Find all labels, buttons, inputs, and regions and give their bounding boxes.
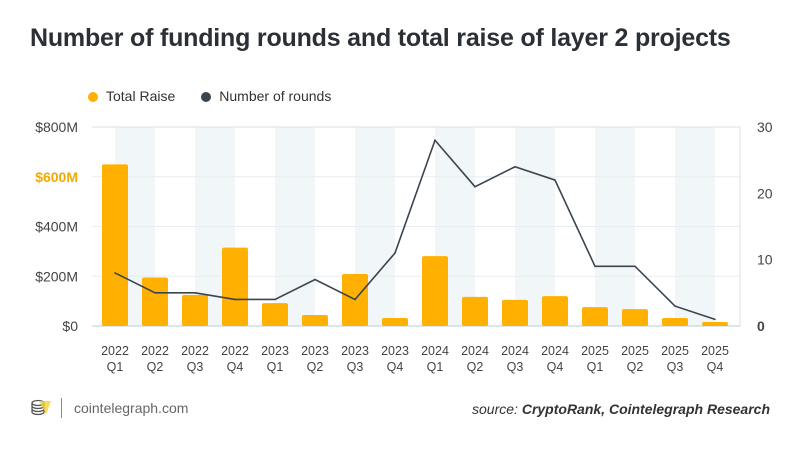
x-tick-label-quarter: Q4 (387, 360, 404, 374)
legend-swatch-rounds (201, 92, 212, 102)
x-tick-label-year: 2022 (221, 344, 249, 358)
x-tick-label-year: 2025 (661, 344, 689, 358)
left-axis-tick-label: $0 (62, 318, 78, 334)
point-number-of-rounds (434, 139, 436, 142)
point-number-of-rounds (634, 265, 636, 268)
point-number-of-rounds (594, 265, 596, 268)
point-number-of-rounds (354, 298, 356, 301)
bar-total-raise (102, 164, 128, 326)
x-tick-label-quarter: Q2 (467, 360, 484, 374)
source-note: source: CryptoRank, Cointelegraph Resear… (472, 401, 770, 417)
footer-divider (61, 398, 62, 418)
x-tick-label-quarter: Q3 (347, 360, 364, 374)
x-tick-label-year: 2024 (421, 344, 449, 358)
x-tick-label-year: 2022 (181, 344, 209, 358)
left-axis-tick-label: $800M (35, 119, 78, 135)
source-names: CryptoRank, Cointelegraph Research (521, 401, 770, 417)
bar-total-raise (662, 318, 688, 326)
x-tick-label-year: 2023 (341, 344, 369, 358)
bar-total-raise (222, 247, 248, 326)
x-tick-label-quarter: Q2 (147, 360, 164, 374)
point-number-of-rounds (514, 166, 516, 168)
point-number-of-rounds (114, 272, 116, 274)
point-number-of-rounds (714, 318, 716, 321)
legend-swatch-total-raise (88, 92, 98, 102)
x-tick-label-year: 2023 (261, 344, 289, 358)
bar-total-raise (382, 318, 408, 326)
x-tick-label-year: 2025 (581, 344, 609, 358)
x-tick-label-quarter: Q4 (227, 360, 244, 374)
bar-total-raise (422, 256, 448, 326)
right-axis-tick-label: 20 (757, 185, 773, 201)
bar-total-raise (462, 296, 488, 326)
footer-brand: cointelegraph.com (74, 400, 189, 416)
x-tick-label-year: 2025 (621, 344, 649, 358)
point-number-of-rounds (474, 185, 476, 188)
x-tick-label-year: 2025 (701, 344, 729, 358)
bar-total-raise (702, 322, 728, 326)
x-tick-label-quarter: Q1 (587, 360, 604, 374)
bar-total-raise (262, 303, 288, 326)
point-number-of-rounds (234, 298, 236, 301)
cointelegraph-logo-icon (30, 397, 52, 419)
source-prefix: source: (472, 401, 522, 417)
x-tick-label-year: 2023 (381, 344, 409, 358)
bar-total-raise (542, 296, 568, 326)
x-tick-label-quarter: Q2 (307, 360, 324, 374)
x-tick-label-year: 2023 (301, 344, 329, 358)
line-number-of-rounds (114, 138, 716, 321)
bar-total-raise (582, 307, 608, 326)
left-axis-tick-label: $400M (35, 219, 78, 235)
point-number-of-rounds (274, 298, 276, 301)
x-tick-label-quarter: Q3 (187, 360, 204, 374)
legend-label-total-raise: Total Raise (106, 88, 176, 104)
x-tick-label-year: 2022 (141, 344, 169, 358)
x-tick-label-quarter: Q4 (707, 360, 724, 374)
point-number-of-rounds (314, 278, 316, 281)
x-tick-label-year: 2024 (541, 344, 569, 358)
x-tick-label-year: 2024 (461, 344, 489, 358)
x-tick-label-year: 2024 (501, 344, 529, 358)
right-axis-tick-label: 30 (757, 119, 773, 135)
legend-item-total-raise: Total Raise (88, 88, 175, 104)
point-number-of-rounds (674, 305, 676, 307)
x-tick-label-quarter: Q2 (627, 360, 644, 374)
x-tick-label-year: 2022 (101, 344, 129, 358)
x-tick-label-quarter: Q4 (547, 360, 564, 374)
x-tick-label-quarter: Q3 (507, 360, 524, 374)
point-number-of-rounds (194, 292, 196, 294)
right-axis-tick-label: 0 (757, 318, 765, 334)
right-axis-tick-label: 10 (757, 252, 773, 268)
chart-title: Number of funding rounds and total raise… (30, 24, 731, 52)
left-axis-tick-label: $600M (35, 169, 78, 185)
legend-item-rounds: Number of rounds (201, 88, 331, 104)
x-tick-label-quarter: Q1 (107, 360, 124, 374)
bar-total-raise (142, 277, 168, 326)
bar-total-raise (502, 299, 528, 326)
bar-total-raise (182, 294, 208, 326)
point-number-of-rounds (394, 252, 396, 254)
point-number-of-rounds (154, 292, 156, 294)
point-number-of-rounds (554, 179, 556, 181)
legend-label-rounds: Number of rounds (219, 88, 332, 104)
bar-total-raise (302, 315, 328, 326)
legend: Total Raise Number of rounds (88, 88, 331, 104)
x-tick-label-quarter: Q1 (267, 360, 284, 374)
left-axis-tick-label: $200M (35, 268, 78, 284)
bar-total-raise (622, 309, 648, 326)
x-tick-label-quarter: Q3 (667, 360, 684, 374)
x-tick-label-quarter: Q1 (427, 360, 444, 374)
